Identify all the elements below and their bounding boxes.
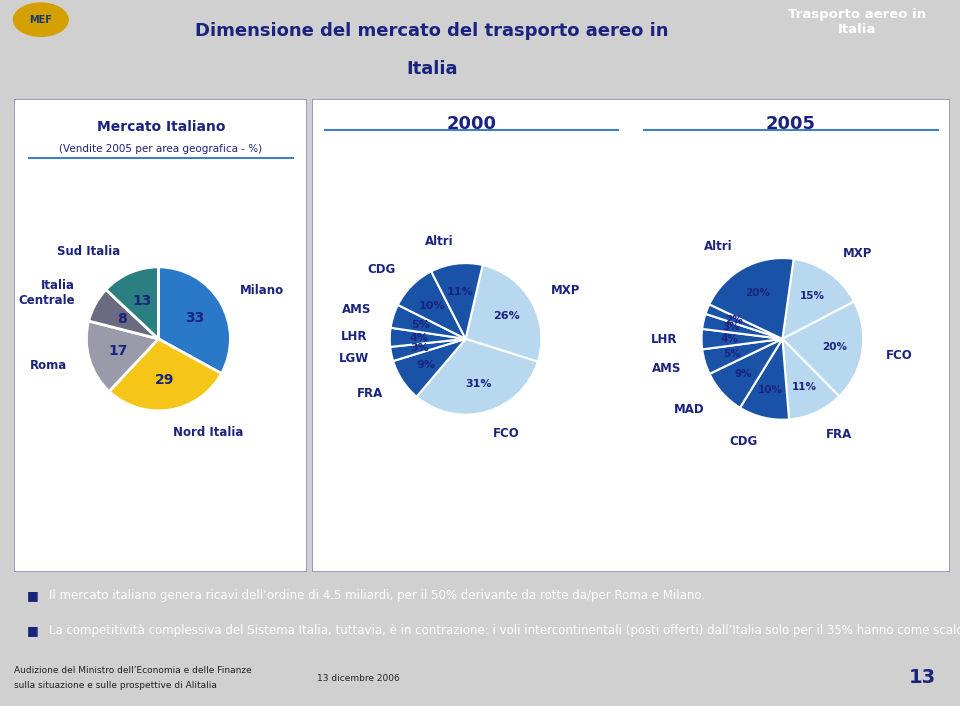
Text: 10%: 10% xyxy=(757,385,782,395)
Text: 2005: 2005 xyxy=(766,115,816,133)
Text: FRA: FRA xyxy=(357,387,383,400)
Circle shape xyxy=(13,3,68,36)
Wedge shape xyxy=(782,301,863,396)
Wedge shape xyxy=(709,258,794,339)
Text: 13 dicembre 2006: 13 dicembre 2006 xyxy=(317,674,399,683)
Text: Altri: Altri xyxy=(704,240,732,253)
Text: MXP: MXP xyxy=(551,284,581,297)
Text: sulla situazione e sulle prospettive di Alitalia: sulla situazione e sulle prospettive di … xyxy=(14,681,217,690)
Wedge shape xyxy=(709,339,782,407)
Text: 11%: 11% xyxy=(792,382,817,392)
Text: 33: 33 xyxy=(184,311,204,325)
Text: 20%: 20% xyxy=(745,287,770,298)
Text: Roma: Roma xyxy=(30,359,67,372)
Text: 3%: 3% xyxy=(410,343,429,353)
Wedge shape xyxy=(158,267,230,373)
Text: Dimensione del mercato del trasporto aereo in: Dimensione del mercato del trasporto aer… xyxy=(195,22,669,40)
Text: 2000: 2000 xyxy=(446,115,496,133)
Text: Il mercato italiano genera ricavi dell’ordine di 4.5 miliardi, per il 50% deriva: Il mercato italiano genera ricavi dell’o… xyxy=(49,590,705,602)
Text: 2%: 2% xyxy=(725,314,742,325)
Text: La competitività complessiva del Sistema Italia, tuttavia, è in contrazione: i v: La competitività complessiva del Sistema… xyxy=(49,624,960,637)
Text: MXP: MXP xyxy=(843,246,873,260)
Text: 3%: 3% xyxy=(722,323,740,333)
Text: 4%: 4% xyxy=(721,334,739,344)
Wedge shape xyxy=(740,339,789,420)
Text: FRA: FRA xyxy=(827,428,852,441)
Wedge shape xyxy=(390,328,466,347)
Text: 5%: 5% xyxy=(412,320,430,330)
Text: 4%: 4% xyxy=(409,333,428,343)
Text: 13: 13 xyxy=(132,294,152,308)
Wedge shape xyxy=(391,305,466,339)
Text: 9%: 9% xyxy=(417,360,436,370)
Text: Sud Italia: Sud Italia xyxy=(58,245,121,258)
Text: 5%: 5% xyxy=(723,349,741,359)
Wedge shape xyxy=(88,289,158,339)
Text: FCO: FCO xyxy=(886,349,913,361)
Wedge shape xyxy=(390,339,466,361)
Text: 13: 13 xyxy=(909,668,936,686)
Wedge shape xyxy=(109,339,222,411)
Text: MEF: MEF xyxy=(30,15,52,25)
Wedge shape xyxy=(431,263,483,339)
Text: Altri: Altri xyxy=(425,234,453,248)
Text: Mercato Italiano: Mercato Italiano xyxy=(97,120,225,134)
Wedge shape xyxy=(106,267,158,339)
Wedge shape xyxy=(394,339,466,397)
Text: 26%: 26% xyxy=(493,311,519,321)
Text: 31%: 31% xyxy=(466,379,492,389)
Text: LGW: LGW xyxy=(339,352,369,365)
Text: Milano: Milano xyxy=(240,284,284,297)
Text: 9%: 9% xyxy=(734,369,753,379)
Text: (Vendite 2005 per area geografica - %): (Vendite 2005 per area geografica - %) xyxy=(60,144,262,154)
Text: ■: ■ xyxy=(27,624,38,637)
Text: 17: 17 xyxy=(108,344,128,357)
Wedge shape xyxy=(782,259,854,339)
Wedge shape xyxy=(702,329,782,349)
Text: 11%: 11% xyxy=(446,287,473,297)
Text: CDG: CDG xyxy=(730,435,758,448)
Text: ■: ■ xyxy=(27,590,38,602)
Wedge shape xyxy=(703,339,782,374)
Wedge shape xyxy=(417,339,538,414)
Text: LHR: LHR xyxy=(341,330,367,343)
Text: LHR: LHR xyxy=(651,333,678,346)
Text: 29: 29 xyxy=(156,373,175,387)
Wedge shape xyxy=(466,265,541,361)
Wedge shape xyxy=(702,314,782,339)
Text: 10%: 10% xyxy=(419,301,445,311)
Text: Audizione del Ministro dell’Economia e delle Finanze: Audizione del Ministro dell’Economia e d… xyxy=(14,666,252,675)
Text: FCO: FCO xyxy=(492,427,519,440)
Wedge shape xyxy=(86,321,158,391)
Text: Italia: Italia xyxy=(406,60,458,78)
Text: Trasporto aereo in
Italia: Trasporto aereo in Italia xyxy=(788,8,925,36)
FancyBboxPatch shape xyxy=(312,99,950,572)
Text: Italia
Centrale: Italia Centrale xyxy=(18,279,75,307)
Text: AMS: AMS xyxy=(652,362,682,376)
Wedge shape xyxy=(397,271,466,339)
Text: MAD: MAD xyxy=(674,402,705,416)
Text: AMS: AMS xyxy=(343,303,372,316)
Text: 20%: 20% xyxy=(822,342,847,352)
Wedge shape xyxy=(706,304,782,339)
Text: 15%: 15% xyxy=(801,291,826,301)
Text: CDG: CDG xyxy=(368,263,396,276)
Text: Nord Italia: Nord Italia xyxy=(173,426,244,439)
Wedge shape xyxy=(782,339,839,419)
FancyBboxPatch shape xyxy=(14,99,307,572)
Text: 8: 8 xyxy=(117,312,127,325)
